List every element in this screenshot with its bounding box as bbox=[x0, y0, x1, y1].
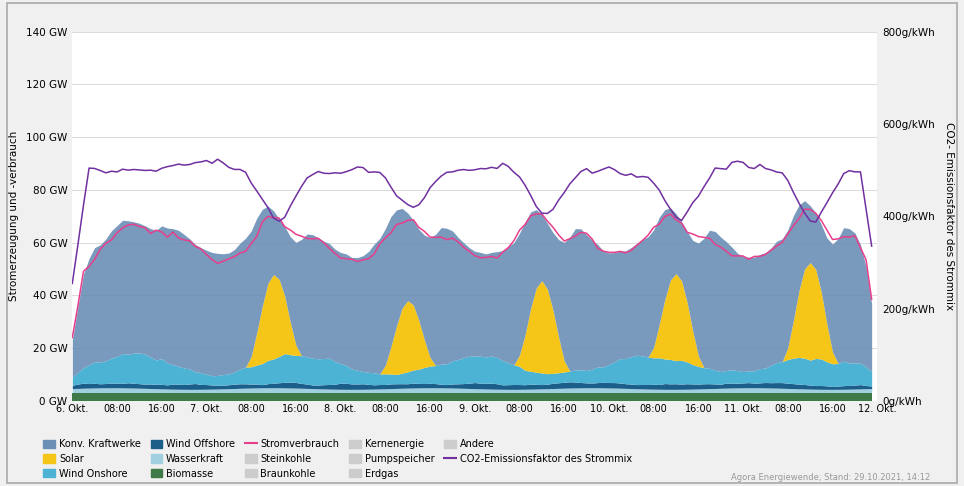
Text: Agora Energiewende; Stand: 29.10.2021, 14:12: Agora Energiewende; Stand: 29.10.2021, 1… bbox=[731, 473, 930, 482]
Legend: Konv. Kraftwerke, Solar, Wind Onshore, Wind Offshore, Wasserkraft, Biomasse, Str: Konv. Kraftwerke, Solar, Wind Onshore, W… bbox=[43, 439, 631, 479]
Y-axis label: Stromerzeugung und -verbrauch: Stromerzeugung und -verbrauch bbox=[9, 131, 19, 301]
Y-axis label: CO2- Emissionsfaktor des Strommix: CO2- Emissionsfaktor des Strommix bbox=[945, 122, 954, 311]
